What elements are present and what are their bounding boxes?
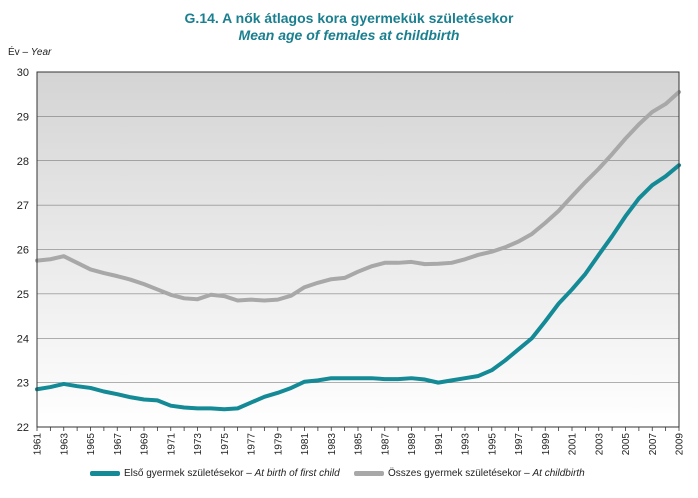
x-tick-label: 2003 xyxy=(594,433,605,456)
x-tick-label: 1997 xyxy=(514,433,525,456)
legend-item-all-children: Összes gyermek születésekor – At childbi… xyxy=(354,468,585,479)
x-tick-label: 2005 xyxy=(621,433,632,456)
legend-label-first-child: Első gyermek születésekor – At birth of … xyxy=(124,468,340,479)
gridlines xyxy=(37,71,679,428)
x-tick-label: 1979 xyxy=(273,433,284,456)
x-tick-label: 1983 xyxy=(327,433,338,456)
y-tick-label: 23 xyxy=(17,378,29,390)
y-tick-label: 24 xyxy=(17,333,29,345)
series-line-0 xyxy=(35,163,681,412)
legend-label-all-children-hu: Összes gyermek születésekor – xyxy=(388,468,530,479)
x-tick-label: 1977 xyxy=(247,433,258,456)
x-tick-label: 1969 xyxy=(140,433,151,456)
x-tick-label: 2009 xyxy=(675,433,686,456)
legend-label-first-child-hu: Első gyermek születésekor – xyxy=(124,468,252,479)
x-tick-label: 1973 xyxy=(193,433,204,456)
chart-title-hungarian: G.14. A nők átlagos kora gyermekük szüle… xyxy=(184,10,514,26)
x-tick-label: 1995 xyxy=(487,433,498,456)
x-tick-label: 1987 xyxy=(380,433,391,456)
x-tick-label: 1981 xyxy=(300,433,311,456)
x-tick-label: 2007 xyxy=(648,433,659,456)
y-axis-label-en: Year xyxy=(30,47,52,58)
y-tick-label: 28 xyxy=(17,156,29,168)
y-tick-label: 29 xyxy=(17,111,29,123)
x-tick-label: 2001 xyxy=(568,433,579,456)
y-tick-label: 26 xyxy=(17,245,29,257)
legend-label-all-children-en: At childbirth xyxy=(532,468,585,479)
x-tick-label: 1965 xyxy=(86,433,97,456)
chart-title-block: G.14. A nők átlagos kora gyermekük szüle… xyxy=(0,10,698,44)
x-tick-label: 1991 xyxy=(434,433,445,456)
y-tick-label: 27 xyxy=(17,200,29,212)
y-axis-label-hu: Év – xyxy=(8,47,29,58)
x-tick-label: 1961 xyxy=(33,433,44,456)
legend-item-first-child: Első gyermek születésekor – At birth of … xyxy=(90,468,340,479)
x-axis-ticks: 1961 1963 1965 1967 1969 1971 1973 1975 1977 1979… xyxy=(33,427,686,455)
y-axis-label: Év – Year xyxy=(8,47,51,58)
x-tick-label: 1975 xyxy=(220,433,231,456)
x-tick-label: 1993 xyxy=(461,433,472,456)
y-tick-label: 30 xyxy=(17,67,29,79)
y-tick-label: 25 xyxy=(17,289,29,301)
x-tick-label: 1985 xyxy=(354,433,365,456)
x-tick-label: 1971 xyxy=(166,433,177,456)
legend-label-first-child-en: At birth of first child xyxy=(254,468,340,479)
series-line-1 xyxy=(35,89,681,303)
legend-swatch-all-children xyxy=(354,471,384,476)
legend-swatch-first-child xyxy=(90,471,120,476)
x-tick-label: 1963 xyxy=(59,433,70,456)
x-tick-label: 1999 xyxy=(541,433,552,456)
plot-frame xyxy=(36,71,680,428)
x-tick-label: 1967 xyxy=(113,433,124,456)
y-axis-ticks: 22 23 24 25 26 27 28 29 30 xyxy=(17,67,29,434)
series-lines xyxy=(35,89,681,412)
legend-label-all-children: Összes gyermek születésekor – At childbi… xyxy=(388,468,585,479)
chart-title-english: Mean age of females at childbirth xyxy=(238,27,460,43)
y-tick-label: 22 xyxy=(17,422,29,434)
x-tick-label: 1989 xyxy=(407,433,418,456)
